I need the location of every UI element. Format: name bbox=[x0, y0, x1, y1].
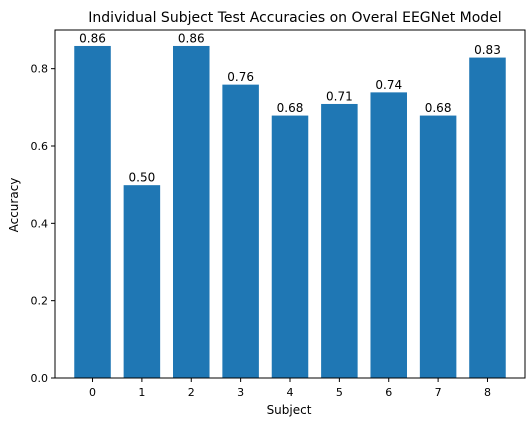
x-tick-label: 8 bbox=[484, 386, 491, 399]
bar bbox=[73, 44, 112, 379]
x-tick-label: 6 bbox=[385, 386, 392, 399]
x-tick-label: 5 bbox=[336, 386, 343, 399]
bar bbox=[369, 91, 409, 379]
bar-value-label: 0.68 bbox=[277, 101, 304, 115]
y-tick-label: 0.0 bbox=[31, 372, 49, 385]
bar-value-label: 0.71 bbox=[326, 89, 353, 103]
x-tick-label: 0 bbox=[89, 386, 96, 399]
y-tick-label: 0.6 bbox=[31, 140, 49, 153]
plot-area: 0.860.500.860.760.680.710.740.680.830.00… bbox=[31, 29, 526, 399]
x-tick-label: 4 bbox=[287, 386, 294, 399]
y-tick-label: 0.8 bbox=[31, 63, 49, 76]
x-tick-label: 1 bbox=[138, 386, 145, 399]
bar bbox=[172, 44, 211, 379]
bar bbox=[418, 114, 458, 379]
x-tick-label: 7 bbox=[435, 386, 442, 399]
bar bbox=[270, 114, 310, 379]
bar-value-label: 0.83 bbox=[474, 43, 501, 57]
bar-value-label: 0.68 bbox=[425, 101, 452, 115]
bar bbox=[221, 83, 260, 379]
bar bbox=[468, 56, 507, 379]
x-axis-label: Subject bbox=[267, 403, 312, 417]
bar-value-label: 0.86 bbox=[178, 31, 205, 45]
y-tick-label: 0.4 bbox=[31, 217, 49, 230]
bar-value-label: 0.74 bbox=[375, 78, 402, 92]
bar-value-label: 0.76 bbox=[227, 70, 254, 84]
x-tick-label: 3 bbox=[237, 386, 244, 399]
bar bbox=[320, 102, 359, 379]
bar bbox=[122, 184, 162, 379]
bar-value-label: 0.86 bbox=[79, 31, 106, 45]
chart-title: Individual Subject Test Accuracies on Ov… bbox=[88, 10, 501, 26]
x-tick-label: 2 bbox=[188, 386, 195, 399]
bar-value-label: 0.50 bbox=[129, 171, 156, 185]
y-tick-label: 0.2 bbox=[31, 295, 49, 308]
y-axis-label: Accuracy bbox=[7, 178, 21, 233]
